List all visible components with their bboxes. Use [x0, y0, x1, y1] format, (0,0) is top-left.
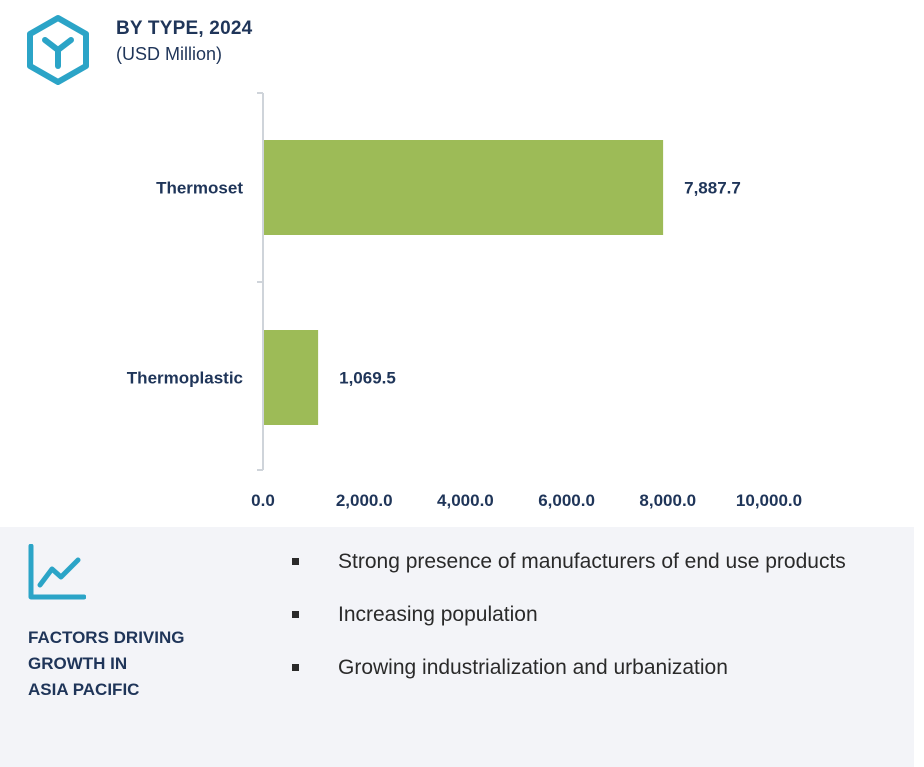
factor-item: Increasing population [290, 597, 890, 632]
bar [264, 140, 664, 235]
chart-subtitle: (USD Million) [116, 44, 223, 64]
factor-item: Strong presence of manufacturers of end … [290, 544, 890, 579]
factors-heading: FACTORS DRIVING GROWTH IN ASIA PACIFIC [28, 625, 258, 703]
trend-line-icon [28, 544, 86, 600]
category-label: Thermoplastic [127, 369, 243, 388]
bullet-icon [292, 611, 299, 618]
x-tick-label: 10,000.0 [736, 491, 802, 510]
data-label: 7,887.7 [684, 179, 741, 198]
factors-panel [0, 527, 914, 767]
factor-item: Growing industrialization and urbanizati… [290, 650, 890, 685]
factor-text: Growing industrialization and urbanizati… [338, 656, 728, 679]
x-tick-label: 2,000.0 [336, 491, 393, 510]
factors-heading-line: GROWTH IN [28, 654, 128, 673]
factors-heading-line: FACTORS DRIVING [28, 628, 185, 647]
x-tick-label: 0.0 [251, 491, 275, 510]
cube-icon [27, 15, 89, 85]
bullet-icon [292, 558, 299, 565]
factor-text: Increasing population [338, 603, 538, 626]
data-label: 1,069.5 [339, 369, 396, 388]
factors-heading-line: ASIA PACIFIC [28, 680, 140, 699]
bar [264, 330, 319, 425]
factors-list: Strong presence of manufacturers of end … [290, 544, 890, 703]
bullet-icon [292, 664, 299, 671]
x-tick-label: 4,000.0 [437, 491, 494, 510]
chart-panel: BY TYPE, 2024 (USD Million) Thermoset 7,8… [27, 15, 803, 510]
x-tick-label: 6,000.0 [538, 491, 595, 510]
factor-text: Strong presence of manufacturers of end … [338, 550, 846, 573]
chart-title: BY TYPE, 2024 [116, 18, 253, 39]
category-label: Thermoset [156, 179, 243, 198]
bar-chart: Thermoset 7,887.7 Thermoplastic 1,069.5 0.0 2… [127, 92, 802, 510]
x-tick-label: 8,000.0 [639, 491, 696, 510]
